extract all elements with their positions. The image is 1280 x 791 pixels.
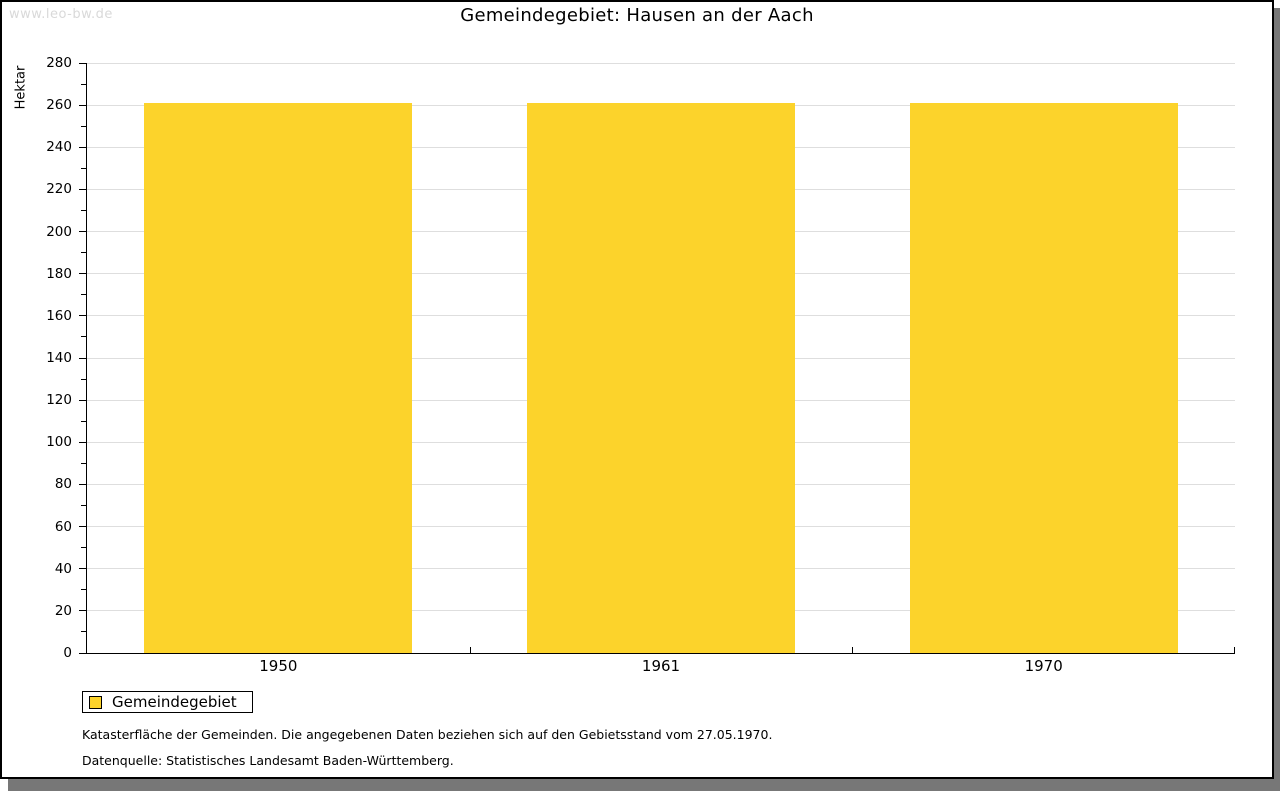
y-tick-label-220: 220: [46, 181, 72, 198]
y-minor-tick-170: [81, 294, 86, 296]
y-tick-20: [79, 610, 86, 612]
y-tick-120: [79, 399, 86, 401]
y-tick-200: [79, 231, 86, 233]
y-tick-label-20: 20: [54, 602, 72, 619]
x-tick-1: [469, 647, 471, 653]
y-tick-label-60: 60: [54, 518, 72, 535]
y-minor-tick-230: [81, 167, 86, 169]
y-minor-tick-90: [81, 462, 86, 464]
x-tick-2: [852, 647, 854, 653]
footnote-source: Datenquelle: Statistisches Landesamt Bad…: [82, 753, 454, 768]
y-tick-label-200: 200: [46, 223, 72, 240]
y-tick-60: [79, 526, 86, 528]
y-minor-tick-30: [81, 589, 86, 591]
legend-box: Gemeindegebiet: [82, 691, 253, 713]
x-tick-3: [1234, 647, 1235, 653]
y-minor-tick-130: [81, 378, 86, 380]
y-minor-tick-10: [81, 631, 86, 633]
y-tick-80: [79, 483, 86, 485]
y-minor-tick-270: [81, 83, 86, 85]
y-minor-tick-150: [81, 336, 86, 338]
y-tick-240: [79, 146, 86, 148]
y-tick-140: [79, 357, 86, 359]
y-tick-label-260: 260: [46, 97, 72, 114]
y-tick-260: [79, 104, 86, 106]
x-axis-label-1970: 1970: [1024, 657, 1063, 675]
y-minor-tick-250: [81, 125, 86, 127]
y-tick-label-160: 160: [46, 307, 72, 324]
y-tick-label-40: 40: [54, 560, 72, 577]
footnote-description: Katasterfläche der Gemeinden. Die angege…: [82, 727, 773, 742]
y-tick-280: [79, 62, 86, 64]
y-tick-180: [79, 273, 86, 275]
legend-swatch: [89, 695, 102, 709]
y-tick-label-80: 80: [54, 476, 72, 493]
y-tick-label-140: 140: [46, 350, 72, 366]
bar-1950: [144, 103, 413, 653]
y-minor-tick-110: [81, 420, 86, 422]
watermark-text: www.leo-bw.de: [9, 7, 113, 22]
y-tick-label-0: 0: [63, 645, 72, 661]
y-tick-220: [79, 188, 86, 190]
y-tick-label-280: 280: [46, 55, 72, 71]
legend-label: Gemeindegebiet: [112, 693, 237, 711]
y-tick-100: [79, 441, 86, 443]
y-tick-160: [79, 315, 86, 317]
y-minor-tick-210: [81, 210, 86, 211]
y-minor-tick-70: [81, 505, 86, 506]
y-tick-label-100: 100: [46, 434, 72, 451]
plot-area: 0 20 40 60 80 100 120 140 160 180 200 220 240 260 280 1…: [46, 55, 1235, 675]
gridline-280: [87, 62, 1235, 64]
y-tick-0: [79, 652, 86, 654]
y-minor-tick-50: [81, 547, 86, 549]
bar-1961: [527, 103, 795, 653]
bar-1970: [909, 103, 1178, 653]
y-tick-label-240: 240: [46, 139, 72, 156]
y-minor-tick-190: [81, 252, 86, 254]
y-tick-label-120: 120: [46, 392, 72, 409]
y-tick-label-180: 180: [46, 265, 72, 282]
x-axis-label-1961: 1961: [641, 657, 681, 675]
y-tick-40: [79, 568, 86, 570]
x-axis-label-1950: 1950: [259, 657, 298, 675]
chart-title: Gemeindegebiet: Hausen an der Aach: [460, 5, 814, 26]
